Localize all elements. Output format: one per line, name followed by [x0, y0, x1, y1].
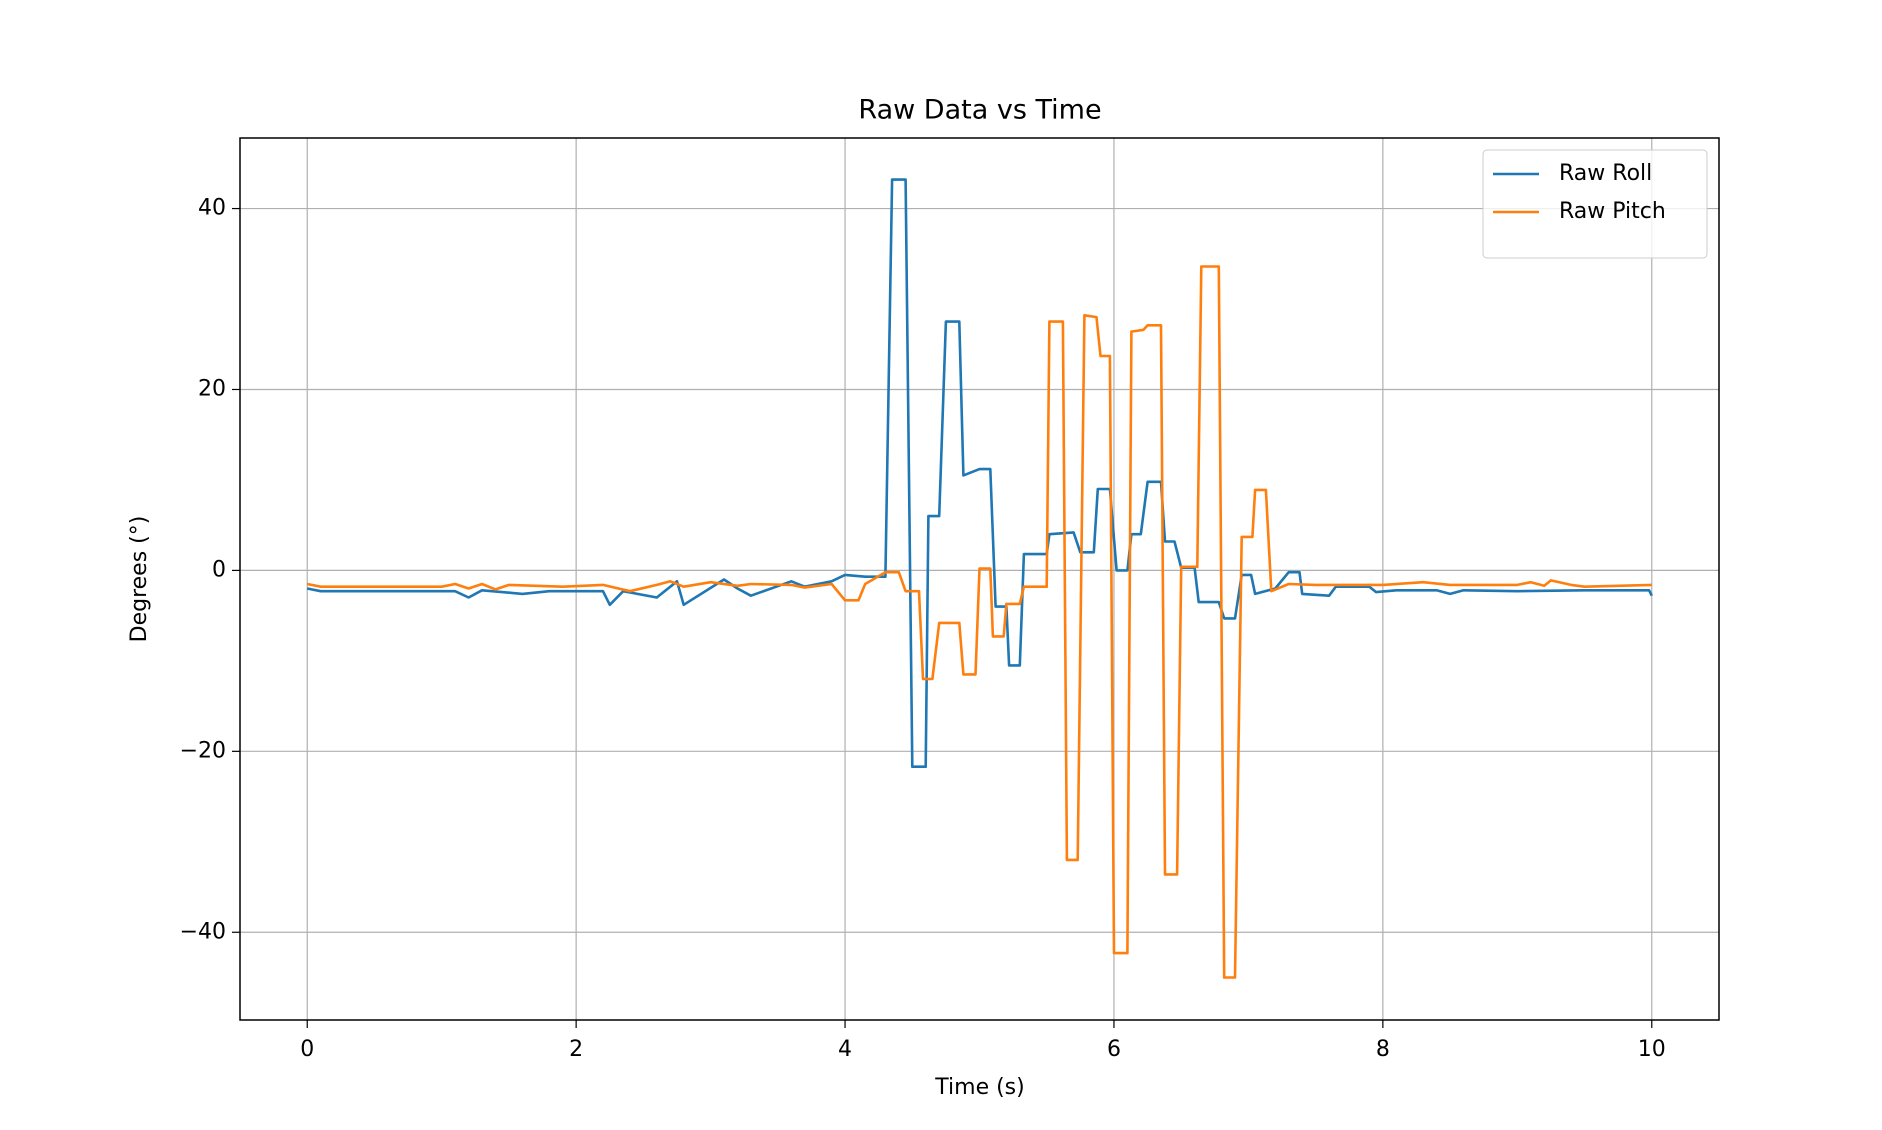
- x-tick-label: 10: [1638, 1037, 1666, 1062]
- plot-frame: [239, 137, 1720, 1021]
- y-tick-label: −40: [180, 919, 226, 944]
- y-tick-label: 0: [212, 557, 226, 582]
- x-axis-label: Time (s): [934, 1075, 1024, 1100]
- x-tick-label: 0: [300, 1037, 314, 1062]
- y-tick-label: −20: [180, 738, 226, 763]
- x-tick-label: 4: [838, 1037, 852, 1062]
- legend-box: [1482, 149, 1708, 259]
- x-tick-label: 8: [1376, 1037, 1390, 1062]
- legend-label: Raw Roll: [1559, 161, 1652, 186]
- data-line: [306, 178, 1653, 768]
- y-tick-label: 40: [198, 196, 226, 221]
- chart-title: Raw Data vs Time: [858, 95, 1101, 126]
- data-line: [306, 265, 1652, 979]
- legend-label: Raw Pitch: [1559, 199, 1666, 224]
- y-tick-label: 20: [198, 376, 226, 401]
- x-tick-label: 2: [569, 1037, 583, 1062]
- x-tick-label: 6: [1107, 1037, 1121, 1062]
- y-axis-label: Degrees (°): [127, 516, 152, 643]
